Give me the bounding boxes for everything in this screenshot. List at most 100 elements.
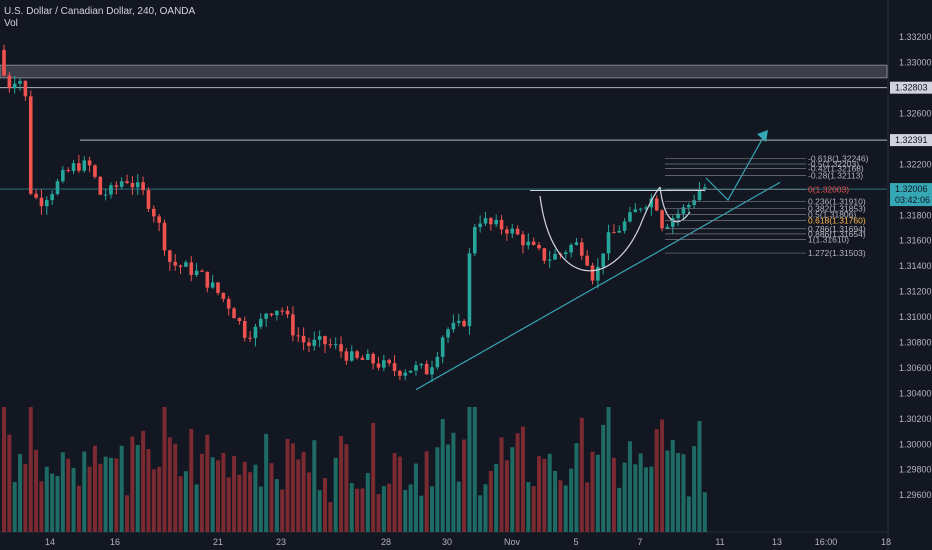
time-tick-label: 5 xyxy=(573,537,578,547)
price-tick-label: 1.31200 xyxy=(899,287,932,297)
symbol-title[interactable]: U.S. Dollar / Canadian Dollar, 240, OAND… xyxy=(4,6,196,17)
volume-bar xyxy=(478,495,483,532)
candle-body xyxy=(339,344,343,352)
time-tick-label: 18 xyxy=(881,537,891,547)
fib-label: 1.272(1.31503) xyxy=(808,248,866,258)
volume-bar xyxy=(606,407,611,532)
volume-bar xyxy=(392,453,397,532)
volume-bar xyxy=(210,457,215,532)
candle-body xyxy=(537,244,541,249)
candle-body xyxy=(210,282,215,288)
volume-bar xyxy=(472,407,477,532)
candle-body xyxy=(596,266,600,281)
volume-bar xyxy=(547,453,552,532)
candle-body xyxy=(633,209,638,213)
volume-bar xyxy=(119,445,124,532)
candle-body xyxy=(12,83,17,89)
volume-bar xyxy=(462,439,467,532)
candle-body xyxy=(521,234,525,246)
resistance-zone xyxy=(0,64,888,79)
candle-body xyxy=(275,310,279,316)
volume-bar xyxy=(676,452,681,532)
volume-bar xyxy=(563,485,568,532)
price-tick-label: 1.31400 xyxy=(899,261,932,271)
candle-body xyxy=(285,310,290,315)
volume-bar xyxy=(440,418,445,532)
volume-bar xyxy=(55,475,60,532)
candle-body xyxy=(18,80,22,84)
candle-body xyxy=(264,313,268,319)
volume-bar xyxy=(248,472,253,532)
candle-body xyxy=(638,208,643,210)
candle-body xyxy=(77,163,81,171)
candle-body xyxy=(419,363,424,366)
volume-bar xyxy=(232,455,237,532)
candle-body xyxy=(440,337,445,357)
volume-bar xyxy=(526,482,531,532)
candle-body xyxy=(467,253,472,327)
volume-bar xyxy=(167,437,172,532)
volume-bar xyxy=(125,495,130,532)
candle-body xyxy=(259,318,263,327)
volume-bar xyxy=(371,422,376,532)
volume-bar xyxy=(633,464,638,532)
candle-body xyxy=(98,176,103,195)
candle-body xyxy=(435,356,440,368)
volume-bar xyxy=(205,434,210,532)
volume-bar xyxy=(601,424,606,532)
volume-bar xyxy=(71,467,76,532)
candle-body xyxy=(135,182,140,188)
candle-body xyxy=(291,314,295,336)
candle-body xyxy=(408,370,413,373)
volume-bar xyxy=(237,474,242,532)
candle-body xyxy=(280,310,284,312)
chart-legend: U.S. Dollar / Canadian Dollar, 240, OAND… xyxy=(4,6,195,30)
volume-bar xyxy=(323,478,327,532)
price-tick-label: 1.30400 xyxy=(899,388,932,398)
price-tag-bg xyxy=(890,194,932,207)
handle-curve xyxy=(659,186,691,223)
volume-bar xyxy=(387,483,392,532)
candle-body xyxy=(87,160,92,166)
candle-body xyxy=(221,292,226,299)
candle-body xyxy=(50,194,54,201)
candle-body xyxy=(697,189,702,201)
volume-bar xyxy=(339,436,344,532)
candle-body xyxy=(670,218,675,227)
volume-bar xyxy=(435,447,440,532)
candle-body xyxy=(376,363,381,368)
fib-label: 0.786(1.31694) xyxy=(808,224,866,234)
volume-bar xyxy=(2,407,6,532)
volume-bar xyxy=(499,437,504,532)
price-tick-label: 1.32200 xyxy=(899,159,932,169)
volume-bar xyxy=(579,417,584,532)
candle-body xyxy=(371,353,375,364)
candle-body xyxy=(649,198,654,208)
volume-bar xyxy=(60,452,65,532)
fib-label: -0.618(1.32246) xyxy=(808,154,869,164)
candle-body xyxy=(430,367,434,375)
volume-label[interactable]: Vol xyxy=(4,18,18,29)
volume-bar xyxy=(590,451,595,532)
candle-body xyxy=(114,185,119,187)
cup-curve xyxy=(539,186,661,272)
fib-label: 0.886(1.31654) xyxy=(808,229,866,239)
volume-bar xyxy=(98,463,103,532)
candle-body xyxy=(323,336,327,345)
candle-body xyxy=(45,200,49,207)
candle-body xyxy=(483,218,488,224)
candle-body xyxy=(344,351,349,361)
volume-bar xyxy=(135,445,140,532)
volume-bar xyxy=(349,483,354,532)
candle-body xyxy=(7,75,12,89)
volume-bar xyxy=(430,486,434,532)
volume-bar xyxy=(66,458,71,532)
volume-bar xyxy=(280,489,285,532)
volume-bar xyxy=(285,438,290,532)
candle-body xyxy=(103,194,108,196)
candle-body xyxy=(194,270,199,275)
candle-body xyxy=(580,242,584,256)
fib-label: 0(1.32003) xyxy=(808,184,849,194)
time-tick-label: 14 xyxy=(45,537,55,547)
